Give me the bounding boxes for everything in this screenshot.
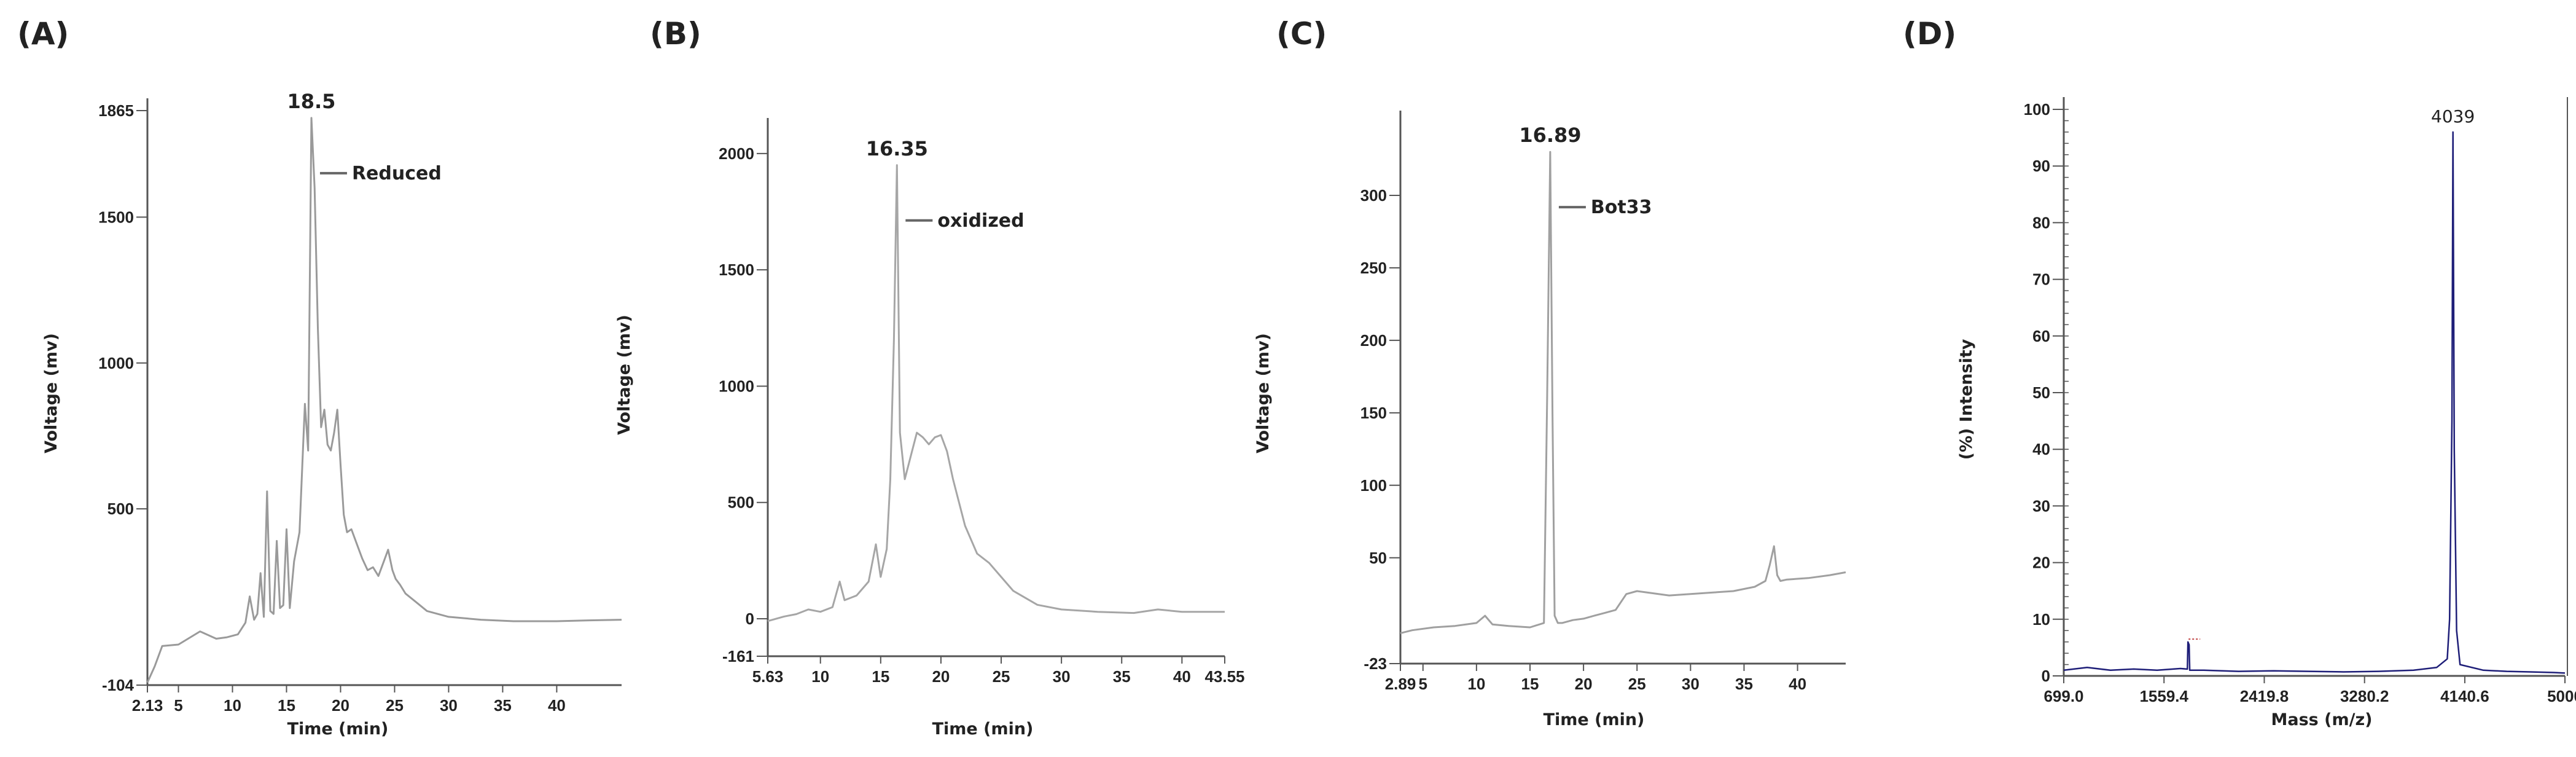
peak-label-a: 18.5 (287, 90, 335, 113)
xlabel-c: Time (min) (1544, 710, 1645, 729)
y-tick-label-b: 2000 (719, 144, 754, 163)
y-tick-label-d: 60 (2032, 327, 2050, 345)
x-tick-label-d: 3280.2 (2340, 687, 2389, 705)
panel-label-d: (D) (1903, 16, 1956, 52)
panel-label-c: (C) (1276, 16, 1327, 52)
trace-c (1400, 151, 1846, 634)
y-tick-label-d: 100 (2024, 100, 2050, 119)
x-tick-label-c: 30 (1682, 675, 1700, 693)
ylabel-a: Voltage (mv) (42, 333, 61, 453)
y-tick-label-d: 80 (2032, 213, 2050, 232)
x-tick-label-c: 25 (1628, 675, 1646, 693)
x-tick-label-b: 30 (1053, 667, 1071, 686)
y-tick-label-c: 250 (1360, 259, 1387, 277)
x-tick-label-d: 4140.6 (2440, 687, 2489, 705)
y-tick-label-a: -104 (102, 676, 135, 694)
y-tick-label-b: 500 (728, 493, 754, 512)
x-tick-label-c: 35 (1735, 675, 1753, 693)
y-tick-label-a: 1500 (98, 208, 134, 226)
y-tick-label-b: 0 (746, 610, 754, 628)
annotation-b: oxidized (937, 210, 1024, 232)
peak-label-b: 16.35 (866, 137, 928, 160)
y-tick-label-d: 90 (2032, 157, 2050, 175)
y-tick-label-b: 1000 (719, 377, 754, 395)
y-tick-label-d: 70 (2032, 270, 2050, 289)
y-tick-label-c: -23 (1364, 654, 1387, 673)
x-tick-label-c: 5 (1419, 675, 1427, 693)
x-tick-label-d: 2419.8 (2240, 687, 2289, 705)
x-tick-label-b: 35 (1113, 667, 1131, 686)
x-tick-label-a: 25 (386, 696, 404, 715)
xlabel-b: Time (min) (932, 720, 1034, 739)
x-tick-label-c: 15 (1521, 675, 1539, 693)
x-tick-label-c: 20 (1575, 675, 1593, 693)
annotation-c: Bot33 (1591, 197, 1652, 218)
y-tick-label-d: 30 (2032, 496, 2050, 515)
y-tick-label-a: 1865 (98, 101, 134, 120)
y-tick-label-c: 100 (1360, 476, 1387, 495)
trace-b (767, 164, 1225, 622)
x-tick-label-c: 2.89 (1385, 675, 1416, 693)
x-tick-label-b: 10 (811, 667, 829, 686)
peak-label-c: 16.89 (1519, 124, 1581, 147)
trace-a (146, 117, 622, 683)
y-tick-label-d: 20 (2032, 554, 2050, 572)
y-tick-label-b: 1500 (719, 261, 754, 279)
y-tick-label-a: 1000 (98, 354, 134, 372)
y-tick-label-d: 10 (2032, 610, 2050, 629)
x-tick-label-d: 699.0 (2043, 687, 2083, 705)
x-tick-label-a: 10 (224, 696, 241, 715)
ylabel-b: Voltage (mv) (615, 315, 634, 435)
y-tick-label-d: 50 (2032, 383, 2050, 402)
x-tick-label-a: 30 (440, 696, 458, 715)
x-tick-label-b: 15 (872, 667, 889, 686)
x-tick-label-b: 20 (932, 667, 950, 686)
x-tick-label-a: 2.13 (132, 696, 163, 715)
x-tick-label-a: 40 (548, 696, 566, 715)
x-tick-label-a: 35 (494, 696, 512, 715)
y-tick-label-a: 500 (107, 500, 134, 518)
x-tick-label-c: 10 (1467, 675, 1485, 693)
x-tick-label-d: 1559.4 (2139, 687, 2188, 705)
x-tick-label-a: 5 (174, 696, 182, 715)
y-tick-label-d: 40 (2032, 440, 2050, 458)
panel-label-a: (A) (17, 16, 69, 52)
trace-d (2063, 131, 2566, 674)
ylabel-c: Voltage (mv) (1254, 333, 1273, 453)
panel-label-b: (B) (650, 16, 701, 52)
x-tick-label-a: 20 (332, 696, 349, 715)
annotation-a: Reduced (352, 163, 442, 184)
y-tick-label-c: 150 (1360, 404, 1387, 422)
x-tick-label-b: 25 (993, 667, 1010, 686)
ylabel-d: (%) Intensity (1957, 339, 1976, 460)
x-tick-label-c: 40 (1789, 675, 1806, 693)
xlabel-d: Mass (m/z) (2271, 710, 2372, 729)
xlabel-a: Time (min) (287, 720, 389, 739)
y-tick-label-c: 300 (1360, 186, 1387, 205)
y-tick-label-b: -161 (722, 647, 754, 665)
y-tick-label-d: 0 (2042, 667, 2050, 685)
y-tick-label-c: 200 (1360, 331, 1387, 350)
x-tick-label-a: 15 (278, 696, 295, 715)
y-tick-label-c: 50 (1369, 549, 1387, 567)
x-tick-label-b: 5.63 (752, 667, 784, 686)
x-tick-label-b: 40 (1173, 667, 1191, 686)
peak-label-d: 4039 (2431, 106, 2475, 127)
x-tick-label-b: 43.55 (1204, 667, 1244, 686)
